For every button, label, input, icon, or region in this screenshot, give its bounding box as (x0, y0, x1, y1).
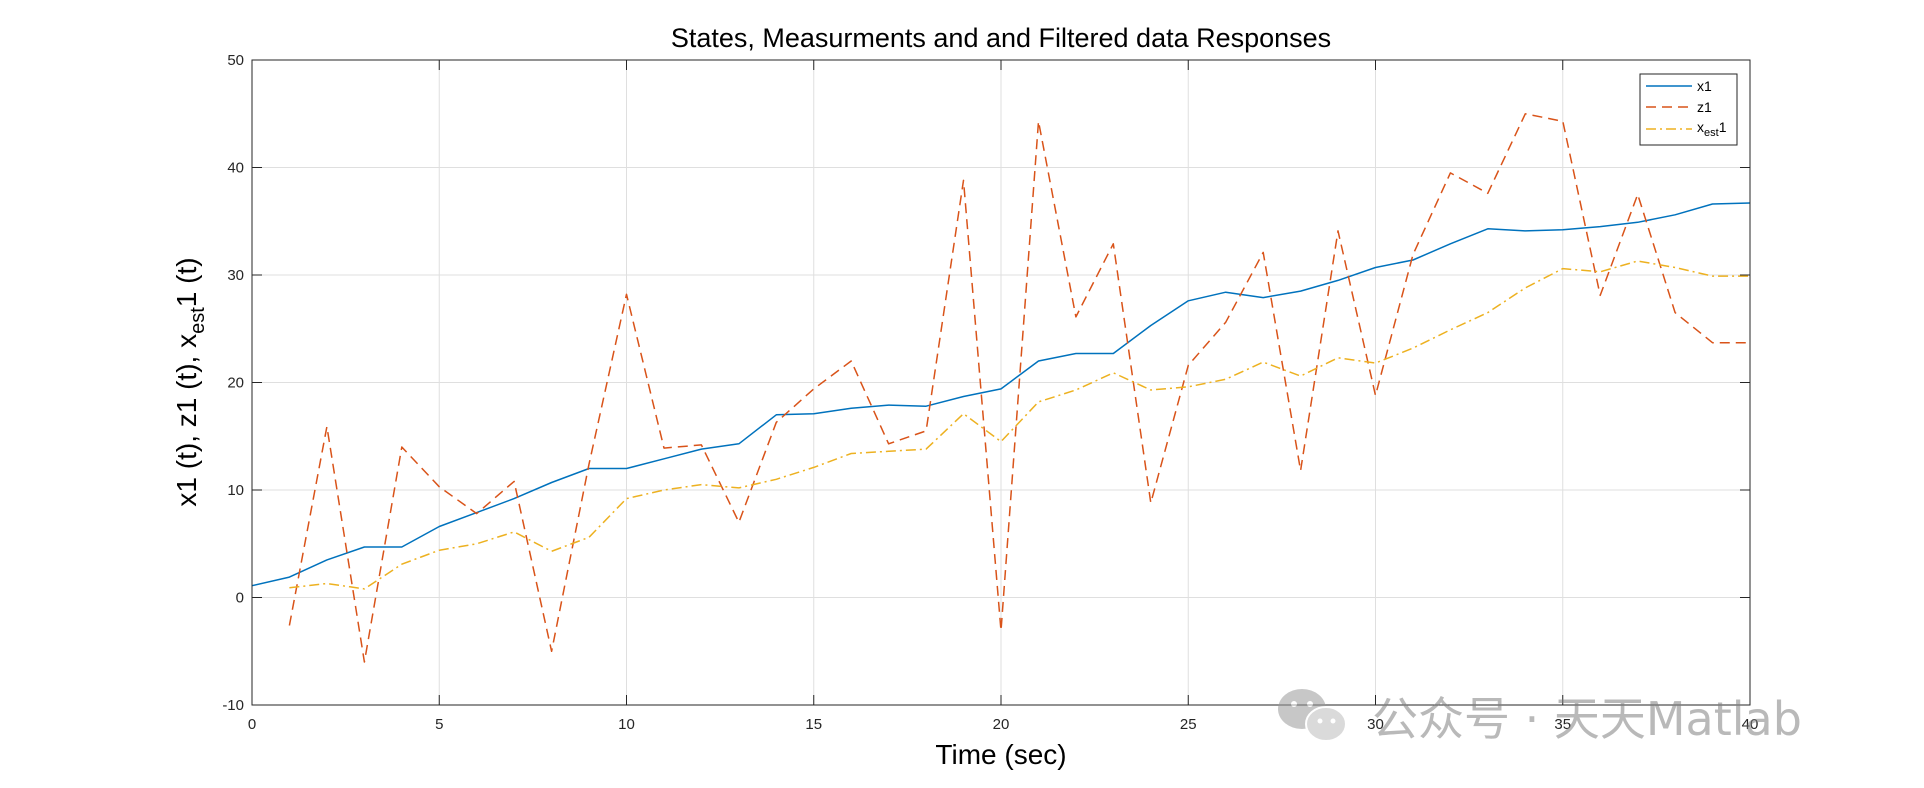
x-tick-label: 0 (248, 716, 256, 733)
y-tick-label: 30 (227, 267, 244, 284)
legend-label-x-est1-sub: est (1704, 127, 1719, 139)
x-tick-label: 40 (1742, 716, 1759, 733)
wechat-icon (1278, 689, 1347, 742)
watermark-text: 公众号 · 天天Matlab (1372, 692, 1802, 746)
y-axis-label-subscript: est (187, 307, 209, 334)
x-tick-label: 5 (435, 716, 443, 733)
y-axis-label-part1: x1 (t), z1 (t), x (171, 334, 202, 507)
legend: x1 z1 xest1 (1639, 73, 1738, 146)
y-tick-label: 50 (227, 52, 244, 69)
legend-label-z1: z1 (1697, 99, 1712, 115)
y-tick-label: 40 (227, 160, 244, 177)
x-tick-label: 30 (1367, 716, 1384, 733)
legend-label-x-est1-part2: 1 (1719, 119, 1727, 135)
x-tick-label: 15 (805, 716, 822, 733)
y-axis-label-part2: 1 (t) (171, 257, 202, 307)
x-axis-label: Time (sec) (935, 739, 1066, 770)
watermark: 公众号 · 天天Matlab (1278, 689, 1802, 746)
x-tick-label: 35 (1554, 716, 1571, 733)
y-tick-label: 10 (227, 482, 244, 499)
x-tick-label: 20 (993, 716, 1010, 733)
y-tick-label: 20 (227, 375, 244, 392)
series-line-x-est1 (289, 260, 1750, 590)
legend-label-x1: x1 (1697, 78, 1712, 94)
y-tick-label: -10 (222, 697, 244, 714)
series-line-z1 (288, 113, 1750, 663)
x-tick-label: 25 (1180, 716, 1197, 733)
chart-title: States, Measurments and and Filtered dat… (671, 23, 1331, 53)
x-tick-label: 10 (618, 716, 635, 733)
y-axis-label: x1 (t), z1 (t), xest1 (t) (171, 257, 209, 506)
y-tick-label: 0 (236, 590, 244, 607)
series-line-x1 (251, 202, 1751, 587)
legend-label-x-est1-part1: x (1697, 119, 1704, 135)
series-layer (251, 113, 1751, 663)
legend-label-x-est1: xest1 (1697, 119, 1727, 139)
grid-lines (252, 60, 1750, 705)
